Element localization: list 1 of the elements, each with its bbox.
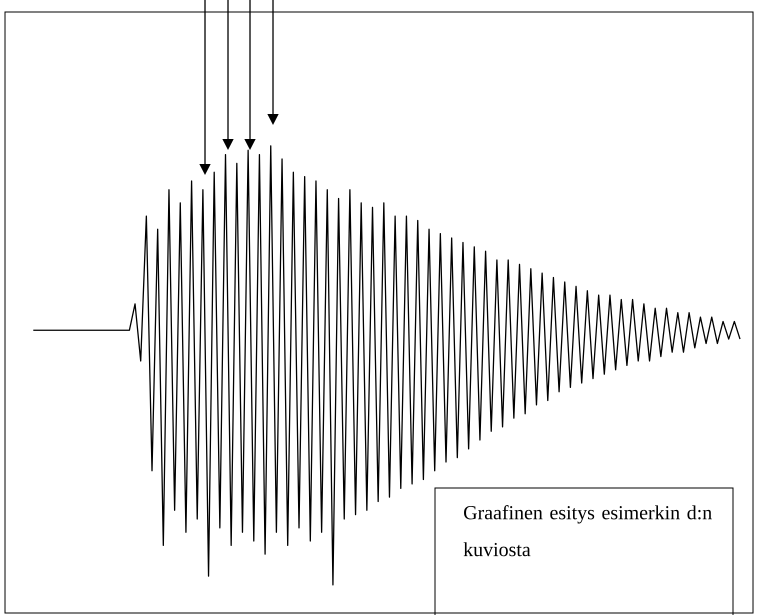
annotation: Graafinen esitys esimerkin d:n kuviosta [464, 505, 712, 556]
